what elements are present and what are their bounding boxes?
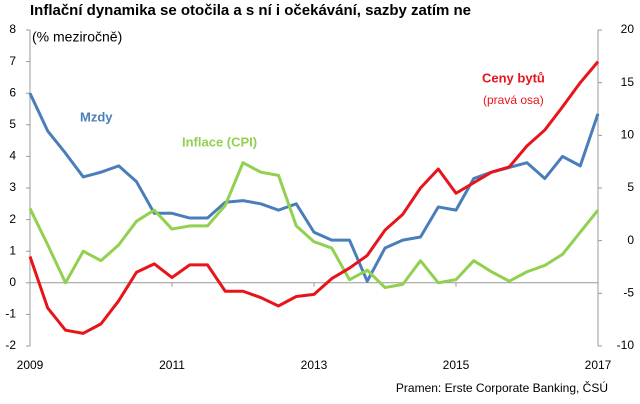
y2-tick-label: -10 bbox=[617, 338, 635, 352]
series-label: Ceny bytů bbox=[482, 70, 545, 85]
x-tick-label: 2017 bbox=[585, 358, 612, 372]
y2-tick-label: 20 bbox=[621, 22, 635, 36]
y2-tick-label: 15 bbox=[621, 75, 635, 89]
series-label: Mzdy bbox=[80, 109, 113, 124]
y2-tick-label: 0 bbox=[627, 233, 634, 247]
y-tick-label: 8 bbox=[9, 22, 16, 36]
axis-note: (pravá osa) bbox=[483, 93, 544, 107]
y-tick-label: 0 bbox=[9, 275, 16, 289]
source: Pramen: Erste Corporate Banking, ČSÚ bbox=[396, 380, 608, 395]
y-tick-label: 2 bbox=[9, 212, 16, 226]
y-tick-label: 5 bbox=[9, 117, 16, 131]
y-tick-label: 6 bbox=[9, 85, 16, 99]
chart-subtitle: (% meziročně) bbox=[32, 29, 122, 45]
series-label: Inflace (CPI) bbox=[182, 134, 257, 149]
chart-title: Inflační dynamika se otočila a s ní i oč… bbox=[30, 2, 471, 19]
y-tick-label: 1 bbox=[9, 243, 16, 257]
y2-tick-label: -5 bbox=[623, 286, 634, 300]
y-tick-label: 3 bbox=[9, 180, 16, 194]
series-line bbox=[28, 161, 600, 290]
y-tick-label: -1 bbox=[5, 307, 16, 321]
x-tick-label: 2015 bbox=[443, 358, 470, 372]
y2-tick-label: 10 bbox=[621, 128, 635, 142]
x-tick-label: 2013 bbox=[301, 358, 328, 372]
x-tick-label: 2011 bbox=[159, 358, 185, 372]
y-tick-label: -2 bbox=[5, 338, 16, 352]
y2-tick-label: 5 bbox=[627, 180, 634, 194]
y-tick-label: 7 bbox=[9, 54, 16, 68]
series-line bbox=[28, 60, 600, 335]
series-line bbox=[28, 92, 600, 283]
x-tick-label: 2009 bbox=[17, 358, 44, 372]
y-tick-label: 4 bbox=[9, 149, 16, 163]
